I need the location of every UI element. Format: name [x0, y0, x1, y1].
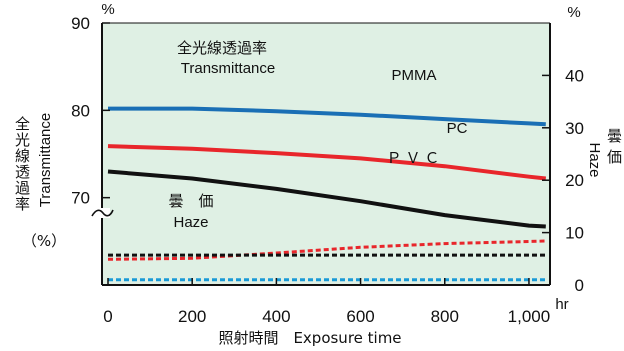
left-tick-label: 70: [71, 189, 90, 208]
x-axis-label: 照射時間 Exposure time: [218, 329, 401, 347]
left-axis-unit-side: （%）: [22, 232, 66, 250]
axis-break-mark: [91, 208, 114, 218]
series-line-2: [107, 169, 546, 229]
series-line-0: [108, 106, 546, 127]
left-axis-label-en: Transmittance: [37, 113, 54, 207]
right-tick-label: 30: [565, 119, 584, 138]
series-label-pmma: PMMA: [392, 67, 437, 84]
left-tick-label: 80: [71, 101, 90, 120]
x-tick-label: 400: [262, 307, 290, 326]
right-unit-top: %: [567, 4, 580, 21]
right-tick-label: 20: [565, 171, 584, 190]
series-label-pvc: ＰＶＣ: [386, 149, 443, 167]
right-axis-label-en: Haze: [586, 142, 603, 177]
annotation-transmittance-en: Transmittance: [181, 60, 275, 77]
series-line-1: [107, 144, 547, 181]
x-tick-label: 1,000: [508, 307, 551, 326]
x-unit: hr: [555, 296, 568, 313]
annotation-transmittance-jp: 全光線透過率: [177, 39, 267, 57]
left-unit-top: %: [101, 1, 114, 18]
right-tick-label: 10: [565, 224, 584, 243]
right-axis-label-jp: 曇価: [605, 128, 623, 170]
annotation-haze-jp: 曇 価: [168, 192, 213, 210]
x-tick-label: 0: [103, 307, 112, 326]
series-line-3: [107, 239, 546, 261]
x-tick-label: 200: [178, 307, 206, 326]
left-tick-label: 90: [71, 14, 90, 33]
annotation-haze-en: Haze: [173, 214, 208, 231]
right-tick-label: 0: [575, 276, 584, 295]
right-tick-label: 40: [565, 66, 584, 85]
series-label-pc: PC: [447, 120, 468, 137]
left-axis-label-jp: 全光線透過率: [13, 115, 31, 212]
x-tick-label: 600: [346, 307, 374, 326]
x-tick-label: 800: [431, 307, 459, 326]
plot-area: [102, 23, 550, 285]
